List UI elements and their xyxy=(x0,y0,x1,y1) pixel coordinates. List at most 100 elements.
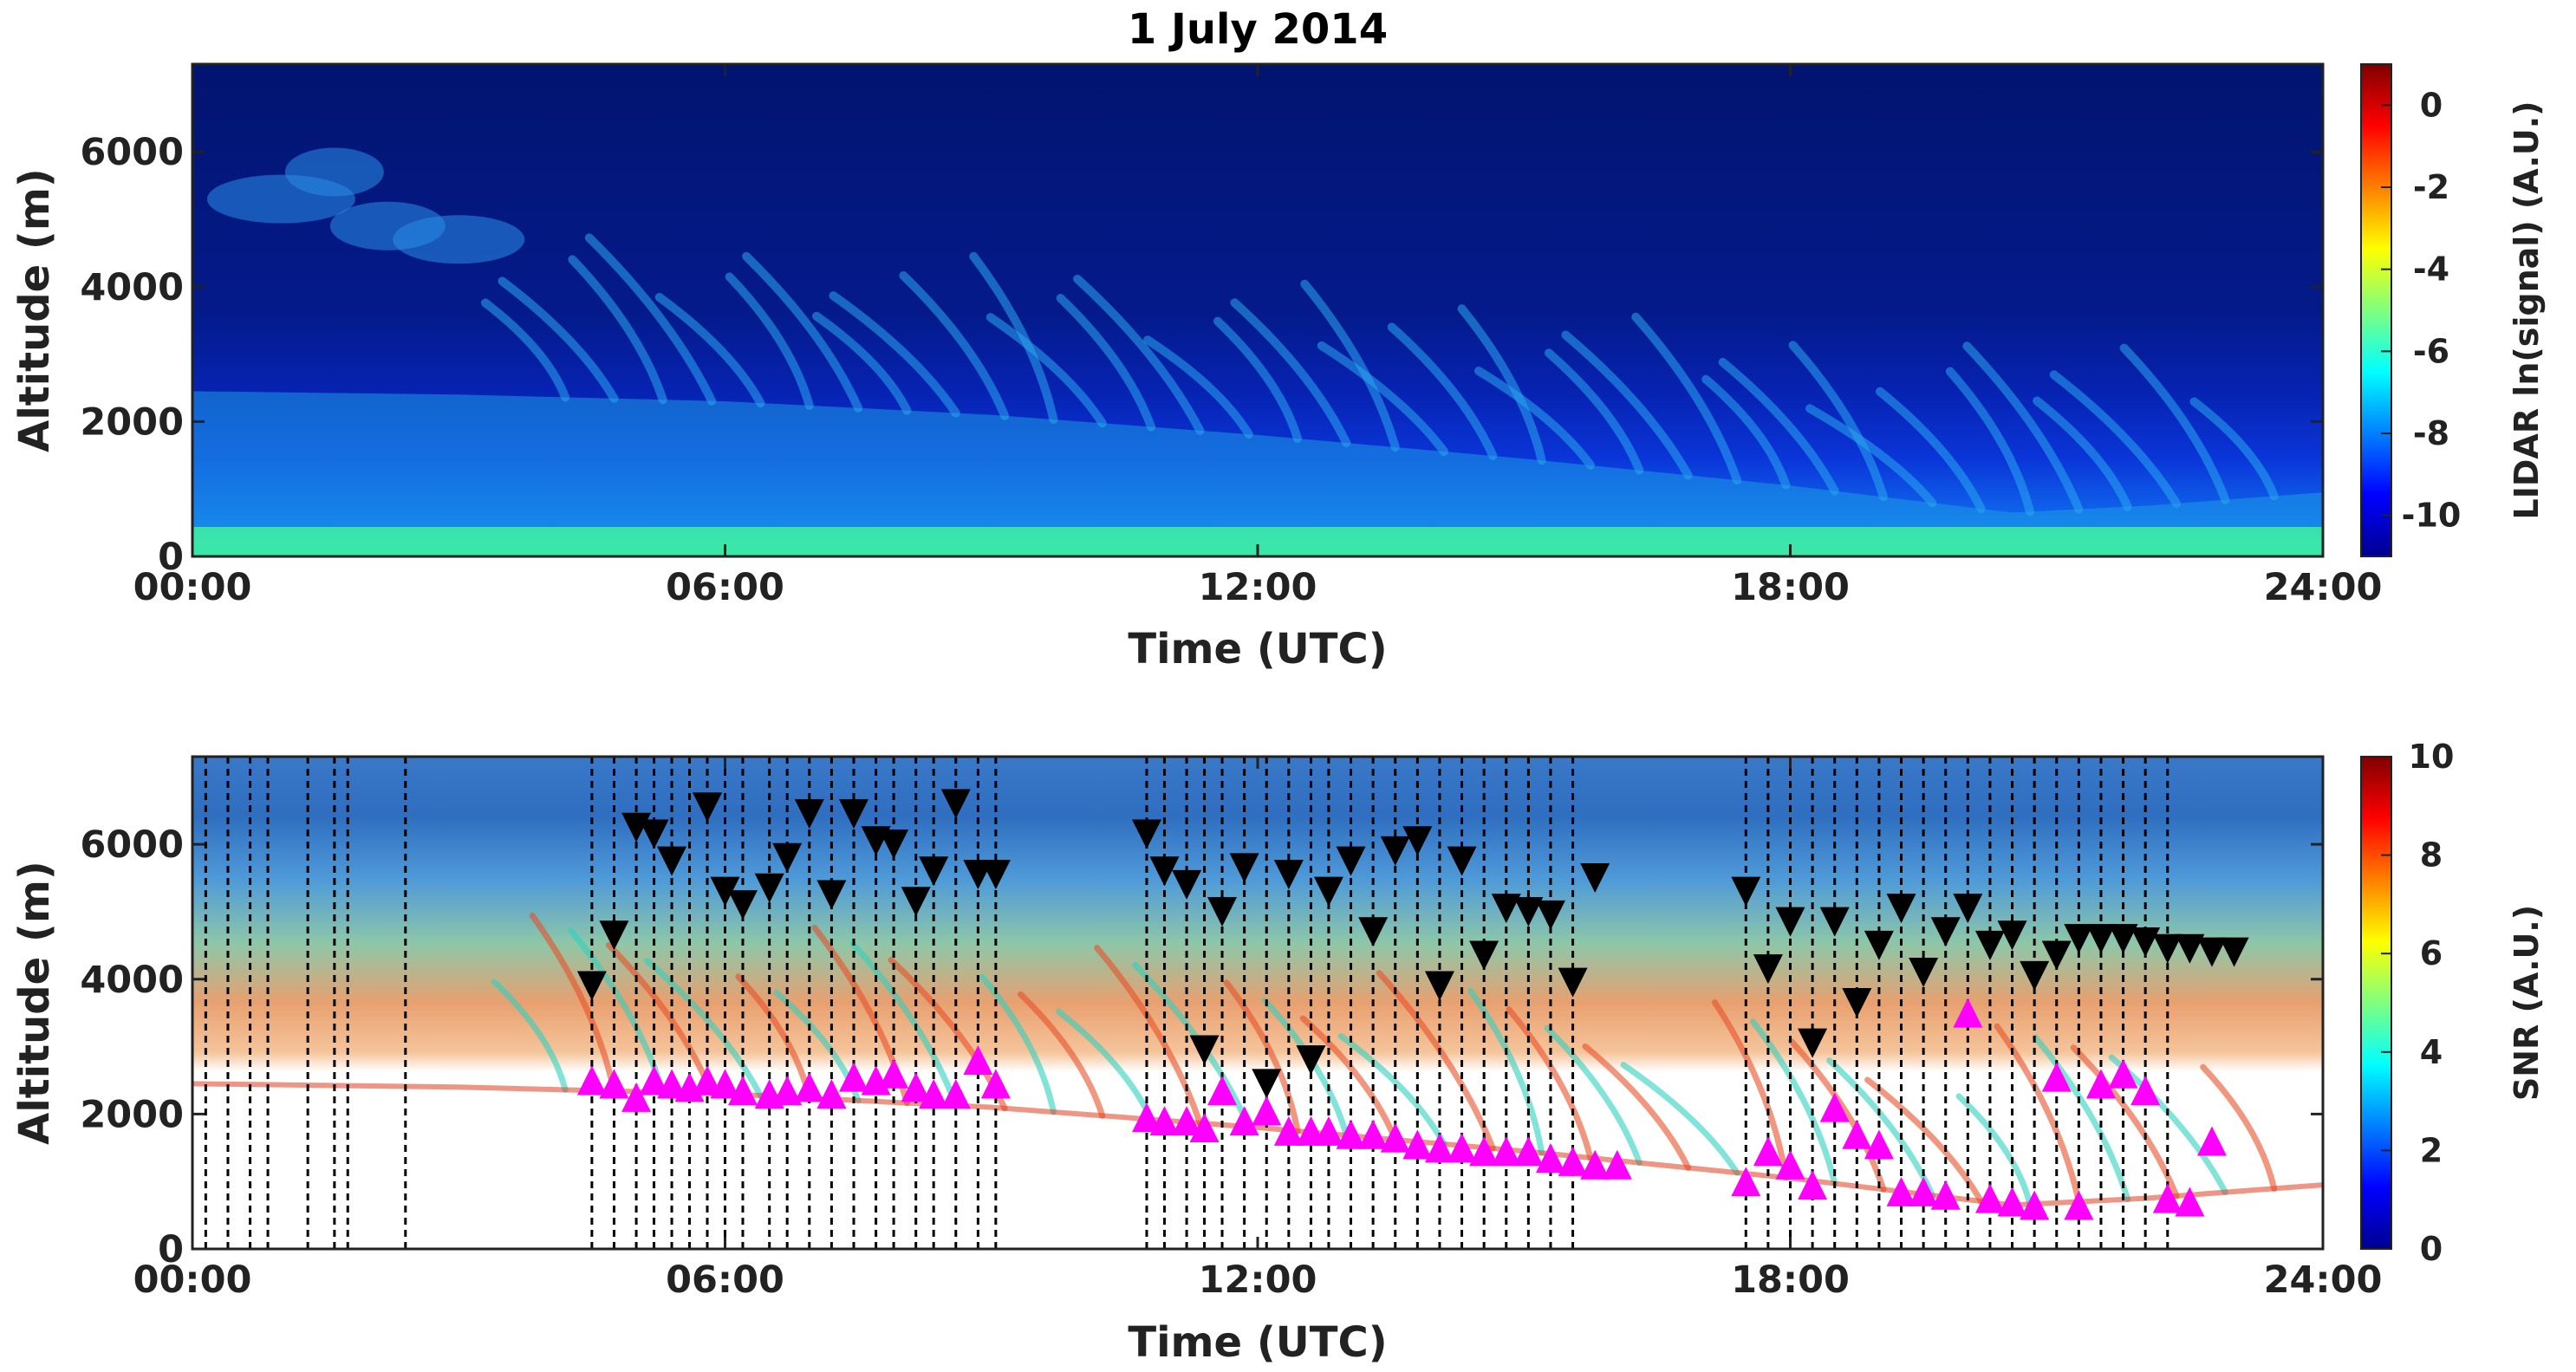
snr-streak xyxy=(1544,1024,1643,1167)
cloud-top-marker xyxy=(1207,896,1238,927)
cloud-top-marker xyxy=(940,789,971,819)
cloud-top-marker xyxy=(1424,971,1454,1001)
cloud-top-marker xyxy=(1189,1035,1220,1065)
snr-panel: 00:00 06:00 12:00 18:00 24:00 0 2000 4000 6000 T… xyxy=(10,738,2546,1367)
snr-streak xyxy=(1620,1062,1740,1176)
colorbar-tick-label: -6 xyxy=(2413,332,2449,370)
cloud-top-marker xyxy=(1313,876,1343,907)
snr-streak xyxy=(2200,1063,2278,1192)
lidar-streak xyxy=(811,311,912,415)
snr-streak xyxy=(2032,1034,2131,1203)
colorbar-tick-label: 2 xyxy=(2420,1131,2443,1169)
cloud-top-marker xyxy=(1273,860,1304,890)
boundary-layer-marker xyxy=(879,1058,909,1089)
lidar-colorbar xyxy=(2360,63,2392,557)
cloud-top-marker xyxy=(1380,836,1410,866)
x-tick-label: 06:00 xyxy=(666,566,784,609)
boundary-layer-marker xyxy=(1469,1136,1499,1167)
lidar-boundary-layer xyxy=(192,391,2323,556)
cloud-top-marker xyxy=(693,792,723,823)
x-tick-label: 24:00 xyxy=(2264,566,2383,609)
boundary-layer-marker xyxy=(1909,1176,1939,1206)
cloud-top-marker xyxy=(1580,863,1610,894)
lidar-streak xyxy=(1317,341,1449,457)
snr-streak xyxy=(1094,945,1203,1127)
boundary-layer-marker xyxy=(1131,1102,1161,1133)
snr-streak xyxy=(1223,979,1301,1135)
snr-streak xyxy=(1337,1033,1447,1148)
snr-streak xyxy=(1582,1043,1692,1171)
cloud-top-marker xyxy=(1252,1069,1282,1099)
lidar-streak xyxy=(742,251,863,413)
cloud-top-marker xyxy=(1149,856,1180,887)
cloud-top-marker xyxy=(2196,937,2227,967)
boundary-layer-marker xyxy=(576,1065,607,1096)
y-tick-label: 2000 xyxy=(80,1093,184,1136)
cloud-top-marker xyxy=(754,873,784,903)
snr-ticks: 00:00 06:00 12:00 18:00 24:00 0 2000 4000 6000 xyxy=(80,757,2382,1302)
cloud-top-marker xyxy=(1513,896,1544,927)
lidar-panel: 00:00 06:00 12:00 18:00 24:00 0 2000 4000 6000 T… xyxy=(10,62,2546,673)
snr-streak xyxy=(1788,1037,1887,1193)
lidar-streak xyxy=(986,313,1107,428)
boundary-layer-marker xyxy=(1558,1146,1588,1176)
lidar-streak xyxy=(2119,343,2230,504)
cloud-top-marker xyxy=(1558,967,1588,998)
colorbar-tick-label: -4 xyxy=(2413,250,2449,289)
boundary-layer-marker xyxy=(1252,1096,1282,1126)
profile-vertical-lines xyxy=(204,757,2169,1249)
boundary-layer-marker xyxy=(816,1079,847,1109)
boundary-layer-marker xyxy=(1336,1119,1366,1149)
boundary-layer-marker xyxy=(1189,1112,1220,1142)
y-tick-label: 2000 xyxy=(80,400,184,444)
snr-colorbar xyxy=(2360,756,2392,1250)
lidar-streak xyxy=(1701,374,1791,490)
cloud-top-marker xyxy=(1535,900,1565,930)
cloud-top-marker xyxy=(1798,1028,1828,1058)
lidar-aerosol-layer xyxy=(393,215,525,264)
lidar-streak xyxy=(1631,312,1742,485)
cloud-top-marker xyxy=(1930,917,1961,947)
boundary-layer-marker xyxy=(1491,1136,1521,1167)
boundary-layer-marker xyxy=(639,1065,669,1096)
lidar-streak xyxy=(725,272,814,410)
boundary-layer-marker xyxy=(980,1069,1011,1099)
boundary-layer-marker xyxy=(2196,1126,2227,1156)
boundary-layer-marker xyxy=(1775,1149,1805,1180)
snr-streak xyxy=(529,913,617,1095)
boundary-layer-marker xyxy=(599,1069,629,1099)
lidar-streak xyxy=(1788,341,1889,502)
cloud-top-marker xyxy=(1864,930,1894,960)
colorbar-tick-label: 0 xyxy=(2420,86,2443,124)
boundary-layer-marker xyxy=(1819,1092,1850,1122)
colorbar-tick-label: -2 xyxy=(2413,168,2449,206)
cloud-top-marker xyxy=(1172,869,1202,900)
colorbar-tick-label: -10 xyxy=(2402,497,2462,535)
snr-streak xyxy=(1955,1093,2033,1207)
lidar-streak xyxy=(829,291,960,418)
boundary-layer-marker xyxy=(657,1069,687,1099)
x-tick-label: 12:00 xyxy=(1199,566,1317,609)
lidar-aerosol-streaks xyxy=(206,147,2279,517)
cloud-top-marker xyxy=(1469,940,1499,971)
lidar-y-axis-label: Altitude (m) xyxy=(10,168,59,452)
cloud-top-marker xyxy=(1775,907,1805,937)
boundary-layer-marker xyxy=(1953,998,1983,1028)
lidar-x-axis-label: Time (UTC) xyxy=(1128,625,1387,673)
boundary-layer-marker xyxy=(2130,1076,2161,1106)
boundary-layer-marker xyxy=(2152,1183,2182,1213)
cloud-top-marker xyxy=(1886,894,1916,924)
chart-title: 1 July 2014 xyxy=(1128,5,1388,54)
y-tick-label: 0 xyxy=(158,1228,184,1271)
snr-streak xyxy=(1711,998,1789,1181)
lidar-streak xyxy=(2189,397,2279,501)
cloud-top-marker xyxy=(879,829,909,860)
cloud-top-marker xyxy=(599,920,629,951)
lidar-streak xyxy=(498,276,619,403)
boundary-layer-marker xyxy=(1930,1180,1961,1210)
lidar-streak xyxy=(1387,322,1498,461)
boundary-layer-marker xyxy=(794,1072,824,1102)
cloud-top-marker xyxy=(2020,960,2050,991)
lidar-streak xyxy=(480,298,570,402)
